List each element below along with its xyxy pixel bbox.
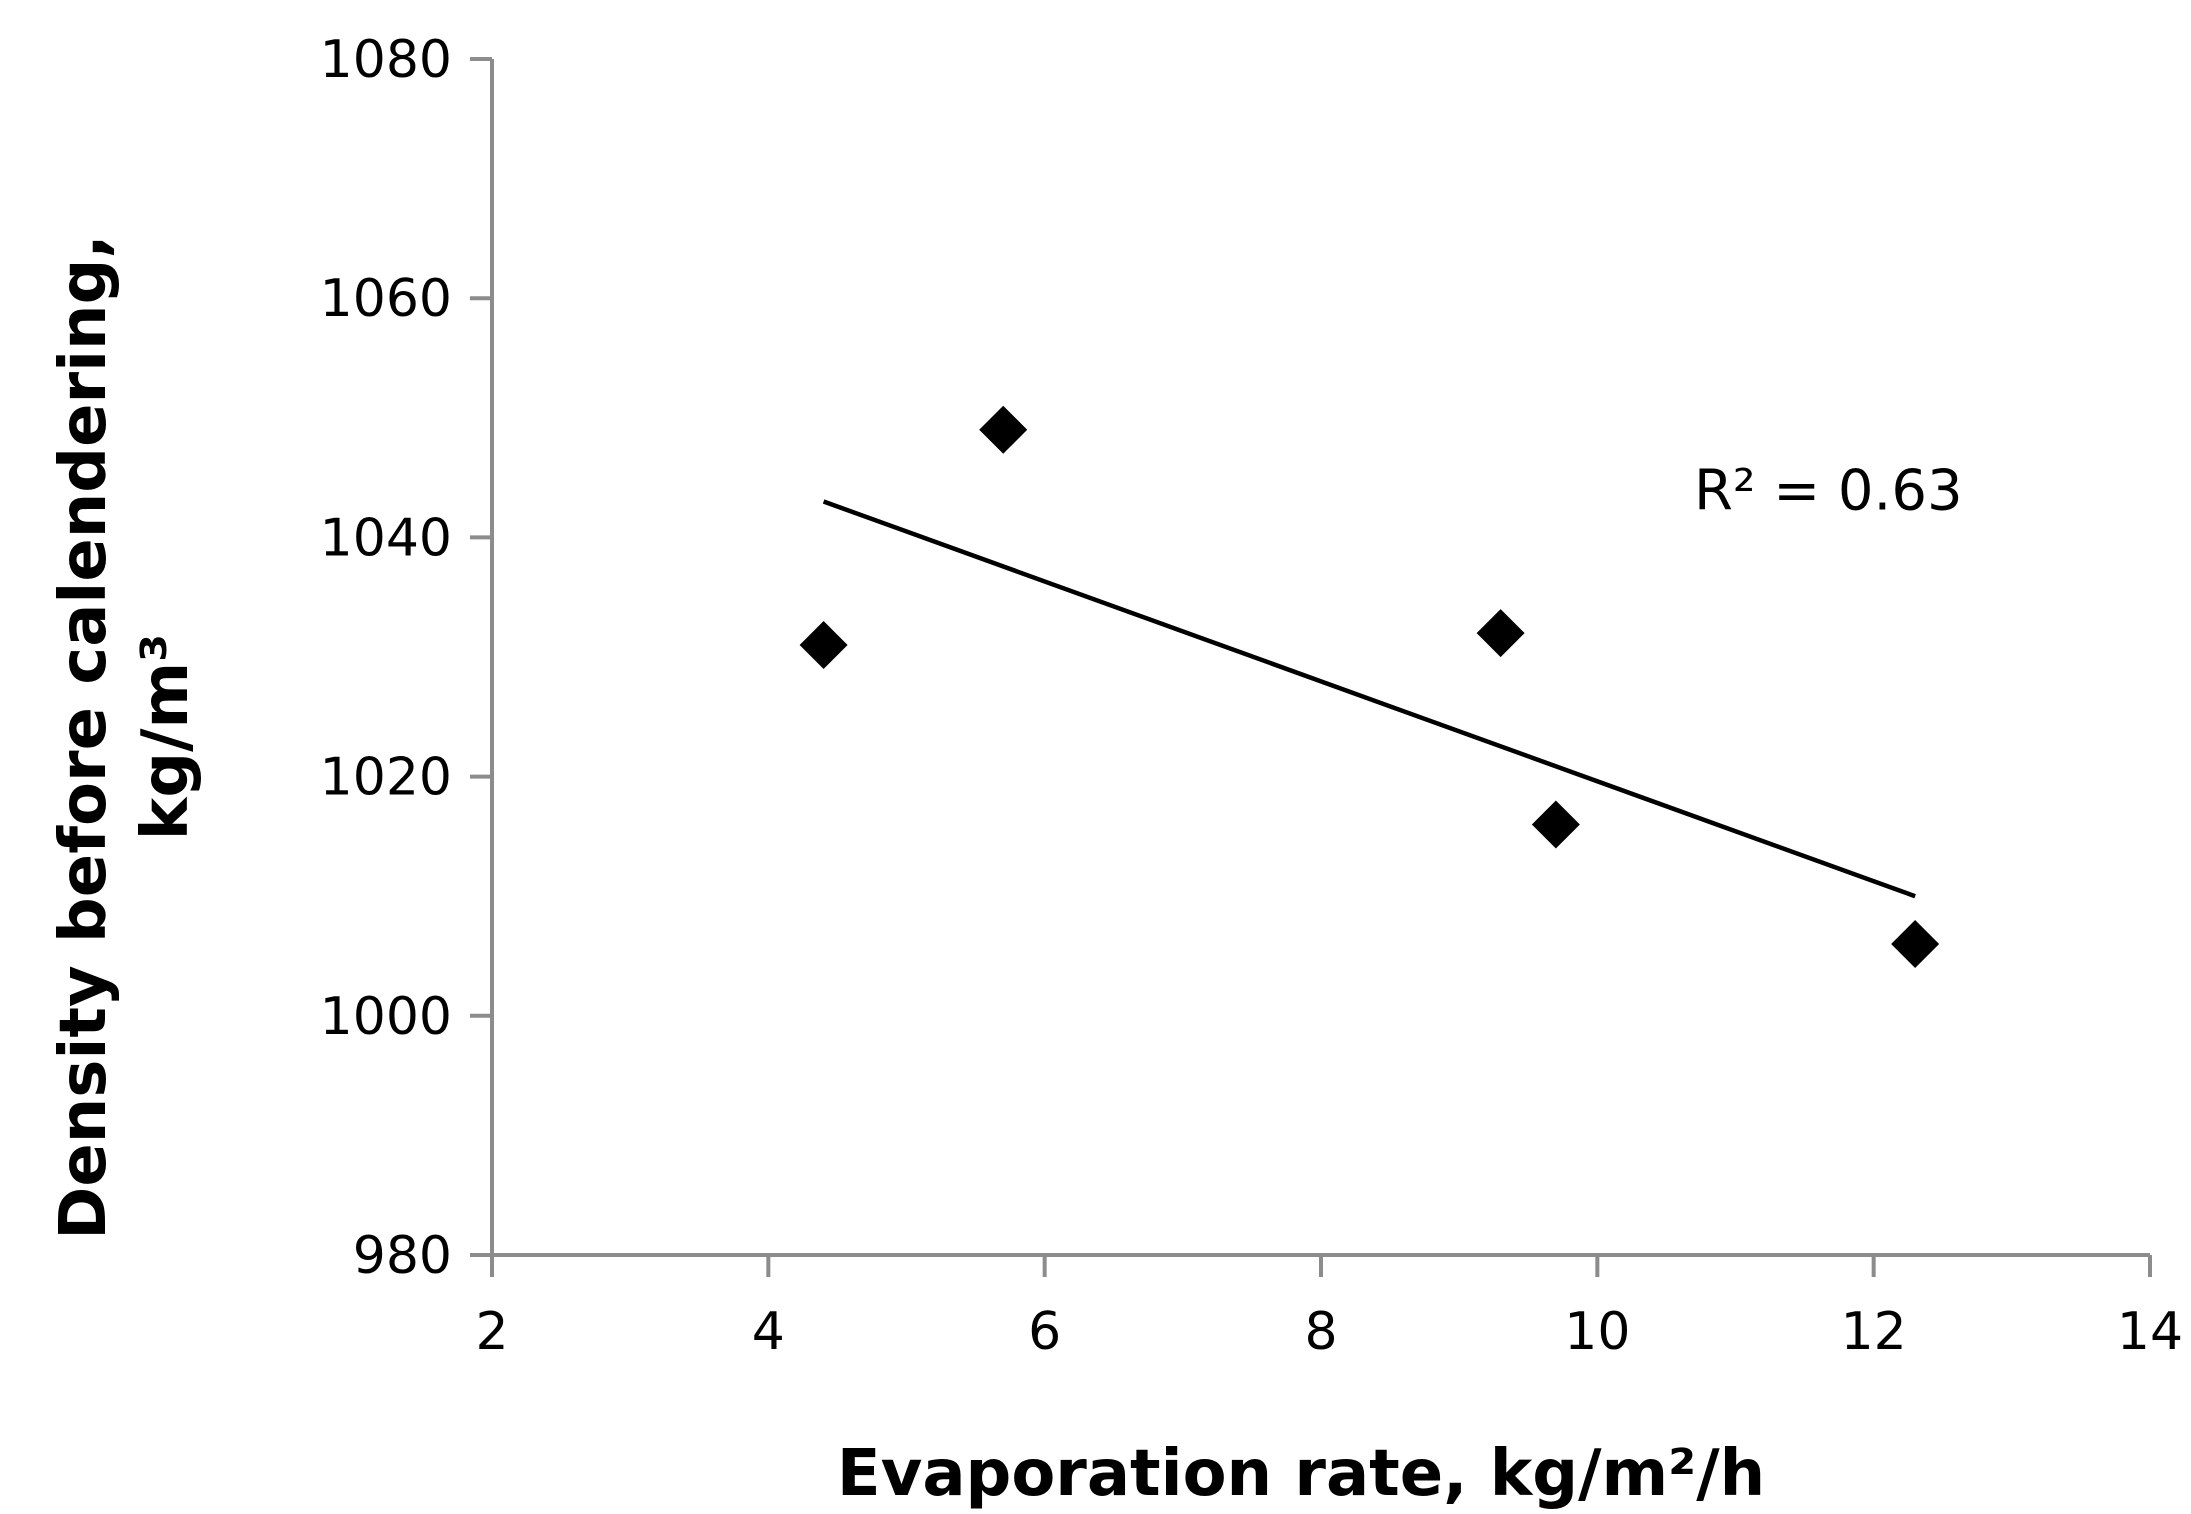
x-tick-label: 10	[1564, 1302, 1630, 1362]
y-axis-title-line-1: Density before calendering,	[47, 234, 121, 1239]
data-point	[1531, 800, 1580, 849]
y-tick-label: 1060	[320, 269, 452, 329]
y-tick-label: 980	[353, 1226, 452, 1286]
x-tick-label: 4	[752, 1302, 785, 1362]
data-point	[799, 621, 848, 670]
x-tick-label: 14	[2117, 1302, 2183, 1362]
data-point	[1476, 609, 1525, 658]
data-point	[979, 405, 1028, 454]
data-points	[799, 405, 1940, 969]
y-axis-title: Density before calendering, kg/m³	[47, 234, 203, 1239]
axes	[490, 59, 2150, 1257]
x-tick-label: 12	[1841, 1302, 1907, 1362]
y-axis-title-line-2: kg/m³	[129, 634, 203, 840]
y-tick-label: 1040	[320, 508, 452, 568]
r-squared-annotation: R² = 0.63	[1694, 459, 1963, 524]
y-ticks: 980 1000 1020 1040 1060 1080	[320, 30, 492, 1286]
y-tick-label: 1080	[320, 30, 452, 90]
y-tick-label: 1020	[320, 748, 452, 808]
x-tick-label: 6	[1028, 1302, 1061, 1362]
trendline	[822, 499, 1916, 899]
x-axis-title: Evaporation rate, kg/m²/h	[837, 1437, 1765, 1511]
x-tick-label: 2	[475, 1302, 508, 1362]
x-tick-label: 8	[1304, 1302, 1337, 1362]
y-tick-label: 1000	[320, 987, 452, 1047]
x-ticks: 2 4 6 8 10 12 14	[475, 1255, 2183, 1362]
data-point	[1891, 920, 1940, 969]
